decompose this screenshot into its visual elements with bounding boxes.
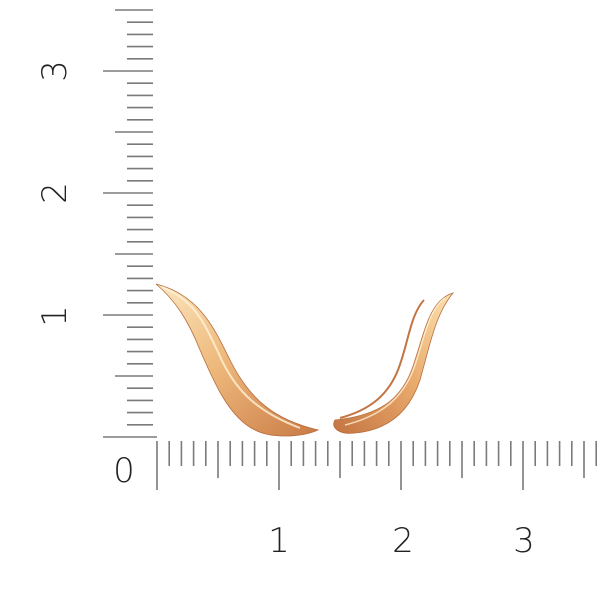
y-label-1: 1: [35, 305, 75, 327]
left-earring: [155, 283, 320, 437]
ruler-ticks: [103, 9, 598, 490]
x-label-1: 1: [268, 521, 290, 561]
x-label-3: 3: [513, 521, 535, 561]
ruler-labels: 0 1 2 3 1 2 3: [35, 60, 535, 561]
y-label-2: 2: [35, 182, 75, 204]
y-label-3: 3: [35, 60, 75, 82]
x-label-0: 0: [113, 451, 135, 491]
x-label-2: 2: [392, 521, 414, 561]
right-earring: [333, 292, 455, 434]
